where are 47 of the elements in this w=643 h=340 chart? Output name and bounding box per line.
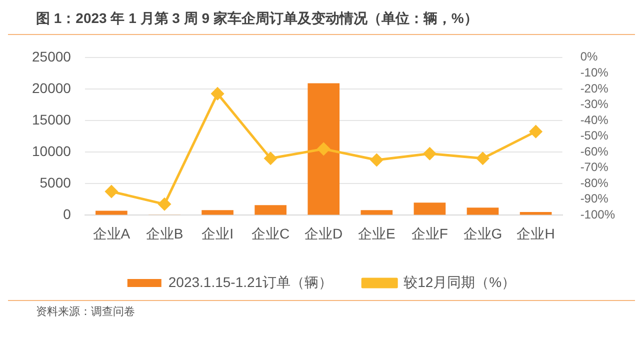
x-tick-label: 企业D [304, 225, 343, 242]
bar [96, 210, 128, 215]
point [530, 125, 542, 138]
bar [466, 208, 499, 215]
y-tick-label: 15000 [32, 111, 72, 128]
point [211, 87, 224, 100]
x-tick-label: 企业B [146, 225, 184, 242]
bar [254, 205, 286, 215]
bar [414, 202, 446, 215]
point [317, 142, 330, 156]
bar [360, 210, 393, 215]
y2-tick-label: -70% [580, 160, 609, 174]
chart-title: 图 1：2023 年 1 月第 3 周 9 家车企周订单及变动情况（单位：辆，%） [8, 8, 635, 35]
x-tick-label: 企业C [252, 225, 290, 242]
x-tick-label: 企业G [463, 225, 502, 242]
y2-tick-label: -20% [580, 81, 609, 96]
y-tick-label: 5000 [40, 174, 72, 190]
y-tick-label: 10000 [32, 142, 72, 159]
x-tick-label: 企业A [92, 225, 131, 242]
legend-label: 较12月同期（%） [404, 274, 516, 290]
y-tick-label: 25000 [32, 48, 72, 64]
x-tick-label: 企业F [411, 225, 448, 242]
y2-tick-label: -60% [580, 144, 609, 158]
bar [308, 83, 340, 215]
y2-tick-label: -50% [580, 128, 609, 143]
y2-tick-label: -30% [580, 97, 609, 112]
x-tick-label: 企业E [358, 225, 396, 242]
y-tick-label: 0 [63, 206, 72, 222]
legend-label: 2023.1.15-1.21订单（辆） [168, 274, 333, 290]
point [423, 147, 436, 160]
point [476, 152, 489, 165]
point [158, 198, 171, 210]
text: 资料来源：调查问卷 [36, 305, 136, 319]
x-tick-label: 企业I [202, 225, 234, 242]
x-tick-label: 企业H [516, 225, 555, 242]
y2-tick-label: -90% [580, 192, 609, 206]
point [105, 185, 118, 198]
y2-tick-label: 0% [580, 50, 598, 64]
y2-tick-label: -10% [580, 65, 609, 80]
bar [520, 212, 552, 215]
y2-tick-label: -100% [580, 208, 616, 222]
point [370, 154, 383, 166]
y2-tick-label: -40% [580, 112, 609, 127]
y-tick-label: 20000 [32, 80, 72, 96]
y2-tick-label: -80% [580, 176, 609, 190]
bar [202, 210, 234, 215]
point [264, 152, 277, 165]
